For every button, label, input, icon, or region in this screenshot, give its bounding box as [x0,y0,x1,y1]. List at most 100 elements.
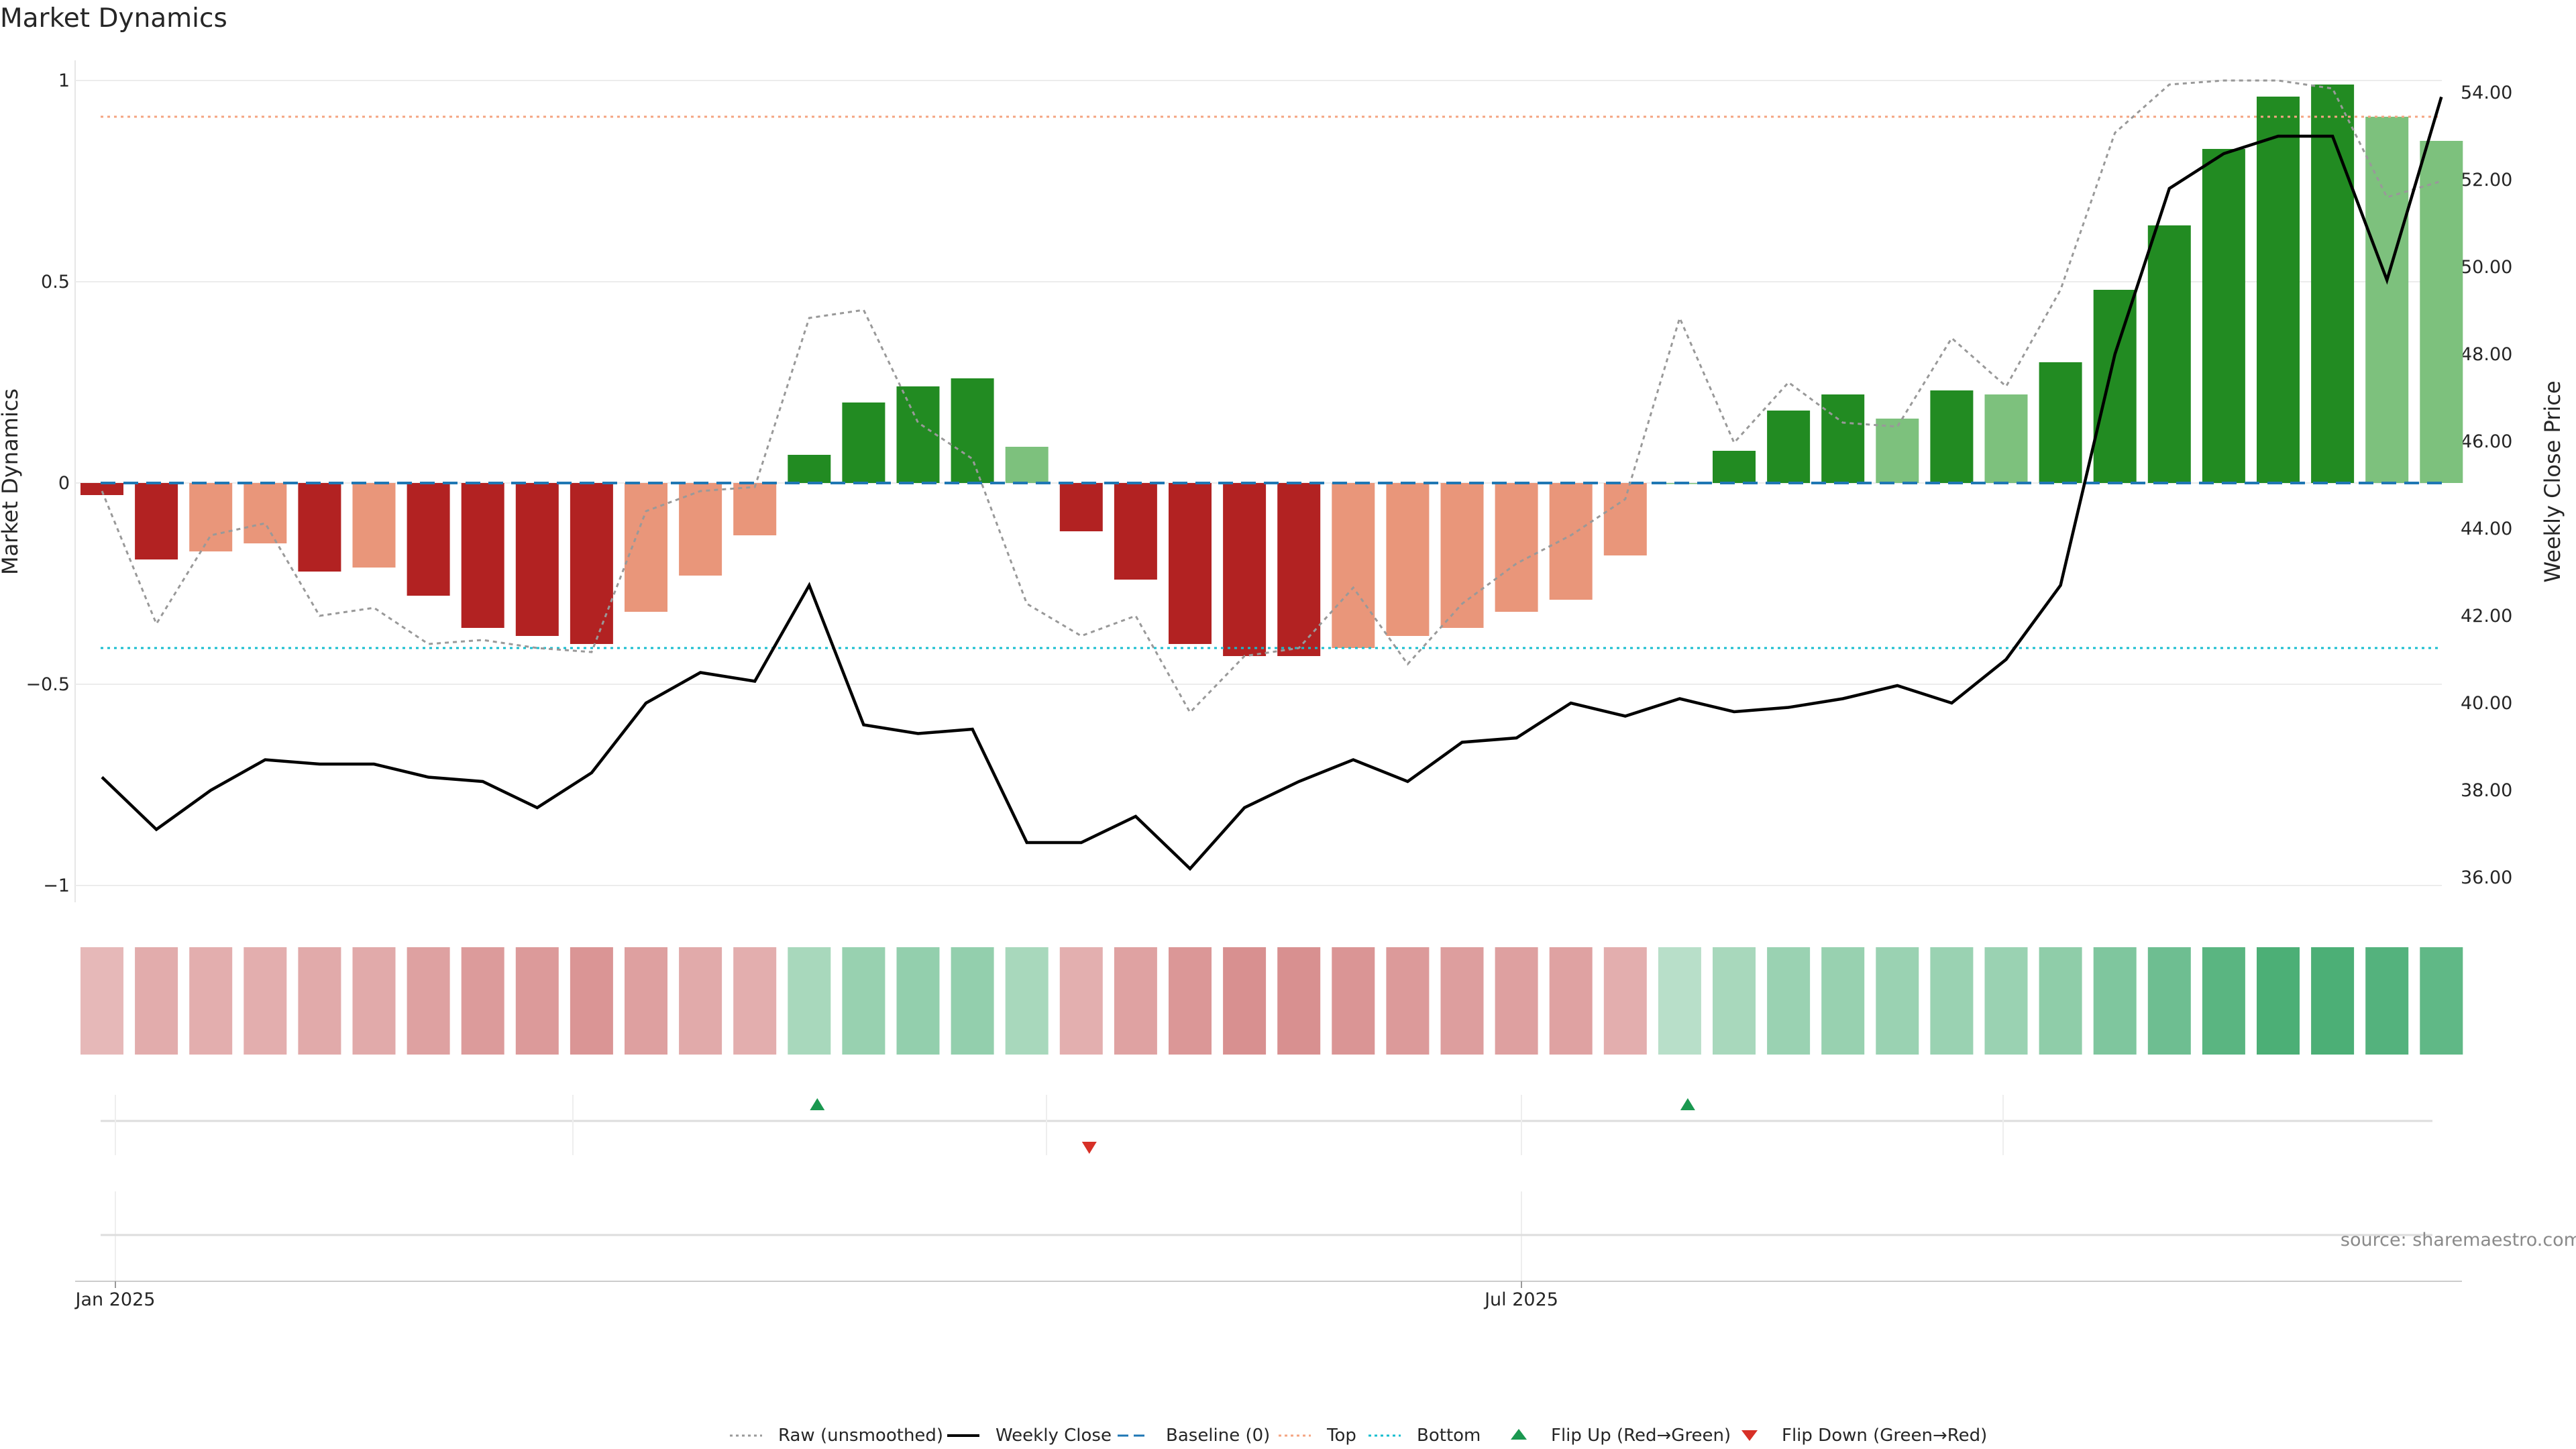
heat-strip-cell [1005,947,1049,1055]
heat-strip-cell [2039,947,2082,1055]
dynamics-bar [2093,290,2137,483]
left-y-tick-label: 0 [58,473,70,494]
heat-strip-cell [80,947,123,1055]
heat-strip-cell [896,947,940,1055]
heat-strip-cell [1277,947,1321,1055]
flip-events-panel [101,1095,2432,1155]
legend-label: Weekly Close [996,1426,1112,1446]
dynamics-bar [1767,411,1811,483]
dynamics-bar [788,455,831,483]
flip-panel-gridlines [115,1095,2004,1155]
heat-strip-cell [2420,947,2463,1055]
dynamics-bar [298,483,341,572]
dynamics-bar [1440,483,1484,628]
heat-strip-cell [1984,947,2028,1055]
dynamics-bar [515,483,559,636]
dynamics-bar [1495,483,1538,612]
heat-strip-cell [189,947,233,1055]
heat-strip-cell [1114,947,1157,1055]
heat-strip-cell [1821,947,1865,1055]
heat-strip-cell [461,947,504,1055]
legend-label: Baseline (0) [1166,1426,1270,1446]
heat-strip-cell [407,947,450,1055]
dynamics-bar [2147,225,2191,483]
heat-strip-cell [1658,947,1701,1055]
dynamics-bar [1059,483,1103,531]
dynamics-bar [1223,483,1267,656]
dynamics-bar [570,483,613,644]
legend-label: Raw (unsmoothed) [778,1426,943,1446]
left-y-tick-label: 0.5 [41,272,70,292]
dynamics-bars [80,85,2463,656]
dynamics-bar [2202,149,2245,483]
heat-strip-cell [733,947,777,1055]
heat-strip-cell [2257,947,2300,1055]
dynamics-bar [2420,141,2463,483]
heat-strip-cell [1713,947,1756,1055]
heat-strip-cell [515,947,559,1055]
heat-strip-cell [1169,947,1212,1055]
heat-strip-cell [679,947,722,1055]
x-tick-label: Jul 2025 [1483,1289,1558,1310]
heat-strip-cell [298,947,341,1055]
right-axis-label: Weekly Close Price [2540,380,2565,582]
right-y-tick-label: 48.00 [2461,344,2512,365]
heat-strip-cell [1767,947,1811,1055]
chart-title: Market Dynamics [0,3,227,34]
heat-strip-cell [625,947,667,1055]
heat-strip-cell [2202,947,2245,1055]
heat-strip-cell [788,947,831,1055]
dynamics-bar [1005,447,1049,483]
heat-strip [80,947,2463,1055]
heat-strip-cell [1386,947,1430,1055]
right-y-ticks: 54.00 52.00 50.00 48.00 46.00 44.00 42.00 40.00… [2461,83,2512,888]
heat-strip-cell [951,947,994,1055]
heat-strip-cell [135,947,178,1055]
flip-up-marker [810,1098,825,1110]
legend-flip-down-icon [1741,1430,1758,1441]
legend-label: Bottom [1417,1426,1481,1446]
dynamics-bar [1876,419,1919,483]
right-y-tick-label: 38.00 [2461,780,2512,801]
dynamics-bar [1332,483,1375,648]
dynamics-bar [2365,117,2409,483]
weekly-close-line [101,96,2443,871]
x-axis-ticks: Jan 2025 Jul 2025 [74,1281,1558,1310]
dynamics-bar [733,483,777,535]
heat-strip-cell [1059,947,1103,1055]
heat-strip-cell [244,947,287,1055]
left-y-tick-label: −0.5 [25,674,70,695]
x-tick-label: Jan 2025 [74,1289,156,1310]
dynamics-bar [1603,483,1647,555]
dynamics-bar [1821,394,1865,483]
right-y-tick-label: 42.00 [2461,606,2512,627]
dynamics-bar [1169,483,1212,644]
dynamics-bar [352,483,396,568]
heat-strip-cell [1440,947,1484,1055]
legend-label: Top [1326,1426,1356,1446]
heat-strip-cell [1549,947,1593,1055]
heat-strip-cell [1223,947,1267,1055]
heat-strip-cell [2365,947,2409,1055]
left-y-tick-label: −1 [43,875,70,896]
heat-strip-cell [1495,947,1538,1055]
heat-strip-cell [352,947,396,1055]
dynamics-bar [842,402,885,483]
left-axis-label: Market Dynamics [0,388,23,575]
flip-up-marker [1680,1098,1695,1110]
dynamics-bar [896,386,940,483]
heat-strip-cell [1332,947,1375,1055]
dynamics-bar [1713,451,1756,483]
right-y-tick-label: 54.00 [2461,83,2512,103]
right-y-tick-label: 46.00 [2461,431,2512,452]
main-panel: 1 0.5 0 −0.5 −1 54.00 52.00 50.00 48.00 46.00 44.… [0,60,2565,902]
heat-strip-cell [570,947,613,1055]
heat-strip-cell [2093,947,2137,1055]
left-y-tick-label: 1 [58,70,70,91]
source-note: source: sharemaestro.com [2341,1230,2576,1250]
heat-strip-cell [1603,947,1647,1055]
left-y-ticks: 1 0.5 0 −0.5 −1 [25,70,70,896]
raw-unsmoothed-line [101,79,2442,714]
dynamics-bar [1549,483,1593,600]
